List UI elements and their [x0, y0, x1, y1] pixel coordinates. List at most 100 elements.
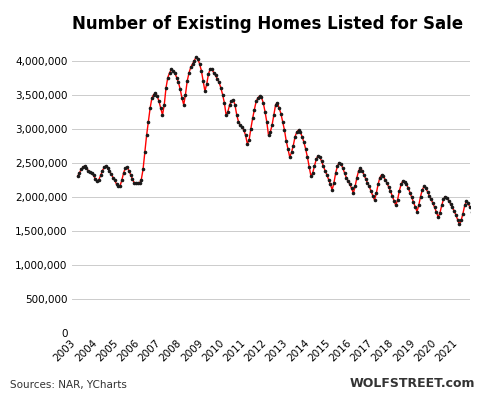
Point [328, 187, 335, 193]
Point [454, 221, 462, 228]
Point [389, 197, 397, 204]
Point [407, 194, 415, 201]
Point [444, 197, 452, 204]
Point [243, 140, 251, 147]
Point [158, 112, 166, 118]
Point [211, 72, 219, 79]
Point [259, 100, 267, 106]
Point [130, 180, 138, 186]
Point [183, 78, 191, 84]
Point [255, 93, 263, 99]
Point [88, 170, 95, 177]
Point [458, 210, 466, 217]
Point [216, 85, 224, 91]
Point [148, 95, 155, 101]
Point [423, 189, 431, 195]
Point [180, 102, 187, 108]
Point [414, 202, 422, 208]
Point [248, 115, 256, 121]
Point [402, 181, 409, 188]
Point [284, 146, 291, 152]
Point [196, 61, 203, 67]
Point [322, 172, 330, 178]
Point [483, 204, 484, 210]
Point [134, 180, 141, 186]
Point [412, 208, 420, 215]
Point [384, 184, 392, 190]
Point [287, 149, 295, 156]
Point [104, 165, 111, 171]
Point [456, 217, 464, 223]
Point [338, 165, 346, 171]
Point [331, 170, 339, 176]
Point [285, 154, 293, 160]
Point [453, 217, 461, 223]
Point [428, 200, 436, 206]
Point [229, 97, 237, 103]
Point [82, 165, 90, 171]
Point [276, 110, 284, 117]
Point [107, 171, 115, 177]
Point [370, 197, 378, 203]
Point [298, 134, 305, 140]
Point [151, 90, 159, 96]
Point [282, 138, 289, 144]
Point [278, 119, 286, 125]
Point [393, 197, 401, 203]
Point [372, 190, 379, 196]
Point [424, 193, 432, 199]
Point [433, 214, 441, 220]
Point [432, 209, 439, 216]
Point [301, 146, 309, 152]
Point [358, 167, 365, 174]
Point [363, 180, 371, 186]
Point [254, 95, 261, 101]
Point [93, 178, 101, 184]
Point [426, 196, 434, 203]
Point [171, 70, 179, 76]
Point [192, 54, 199, 60]
Point [224, 108, 231, 115]
Point [164, 74, 171, 81]
Point [290, 134, 298, 140]
Point [388, 193, 395, 199]
Point [220, 100, 228, 106]
Point [174, 79, 182, 85]
Point [270, 112, 277, 118]
Point [398, 178, 406, 184]
Point [451, 212, 459, 218]
Point [479, 215, 484, 221]
Point [430, 204, 438, 211]
Point [236, 122, 243, 128]
Point [340, 170, 348, 176]
Point [437, 202, 445, 208]
Point [345, 181, 353, 188]
Point [481, 207, 484, 213]
Point [136, 180, 143, 186]
Point [76, 170, 83, 176]
Point [292, 129, 300, 135]
Point [90, 172, 97, 178]
Point [86, 169, 94, 175]
Point [289, 142, 297, 149]
Point [84, 167, 92, 174]
Point [377, 172, 385, 178]
Point [144, 119, 152, 125]
Point [194, 56, 201, 62]
Point [294, 127, 302, 133]
Point [304, 164, 312, 170]
Point [232, 112, 240, 118]
Point [394, 188, 402, 194]
Point [123, 164, 131, 171]
Point [79, 164, 87, 171]
Point [137, 177, 145, 183]
Point [156, 105, 164, 111]
Point [204, 71, 212, 77]
Point [326, 181, 333, 188]
Point [215, 79, 223, 85]
Point [410, 204, 418, 210]
Point [190, 58, 198, 64]
Point [380, 177, 388, 183]
Point [162, 85, 169, 91]
Point [449, 208, 457, 214]
